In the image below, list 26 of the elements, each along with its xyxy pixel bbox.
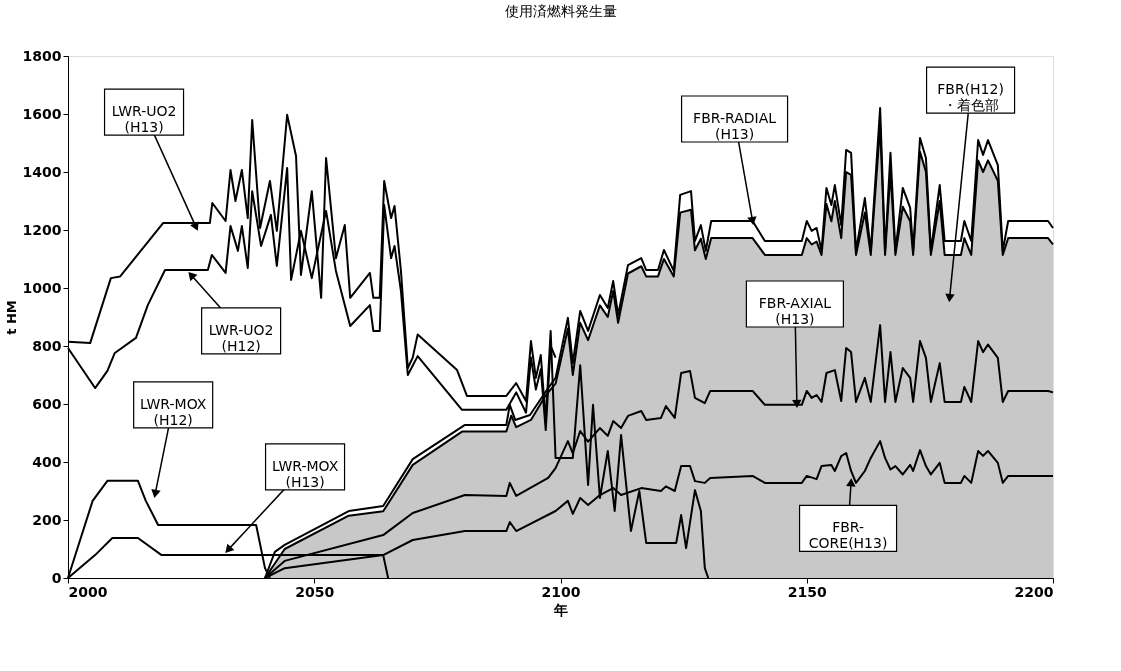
annotation: FBR(H12) ・着色部 bbox=[937, 81, 1004, 114]
x-tick-label: 2200 bbox=[1014, 583, 1054, 600]
y-tick-label: 200 bbox=[32, 511, 62, 528]
x-tick-label: 2100 bbox=[541, 583, 581, 600]
y-tick-label: 600 bbox=[32, 395, 62, 412]
y-tick-label: 0 bbox=[51, 569, 62, 586]
y-tick-label: 1200 bbox=[22, 221, 62, 238]
x-tick-label: 2000 bbox=[68, 583, 108, 600]
x-tick-label: 2050 bbox=[295, 583, 335, 600]
annotation: LWR-MOX (H12) bbox=[139, 395, 207, 428]
annotation: LWR-MOX (H13) bbox=[271, 457, 339, 490]
annotation: LWR-UO2 (H12) bbox=[208, 321, 274, 354]
y-tick-label: 400 bbox=[32, 453, 62, 470]
annotation: FBR-AXIAL (H13) bbox=[758, 295, 832, 327]
y-tick-label: 1600 bbox=[22, 105, 62, 122]
y-tick-label: 1400 bbox=[22, 163, 62, 180]
y-tick-label: 800 bbox=[32, 337, 62, 354]
y-tick-label: 1000 bbox=[22, 279, 62, 296]
y-tick-label: 1800 bbox=[22, 47, 62, 64]
y-axis-title: t HM bbox=[3, 300, 19, 335]
x-axis-title: 年 bbox=[553, 601, 568, 618]
annotation: LWR-UO2 (H13) bbox=[111, 103, 177, 136]
x-tick-label: 2150 bbox=[787, 583, 827, 600]
annotation: FBR-RADIAL (H13) bbox=[693, 110, 777, 143]
annotation: FBR- CORE(H13) bbox=[808, 519, 888, 552]
chart-title: 使用済燃料発生量 bbox=[504, 3, 617, 19]
